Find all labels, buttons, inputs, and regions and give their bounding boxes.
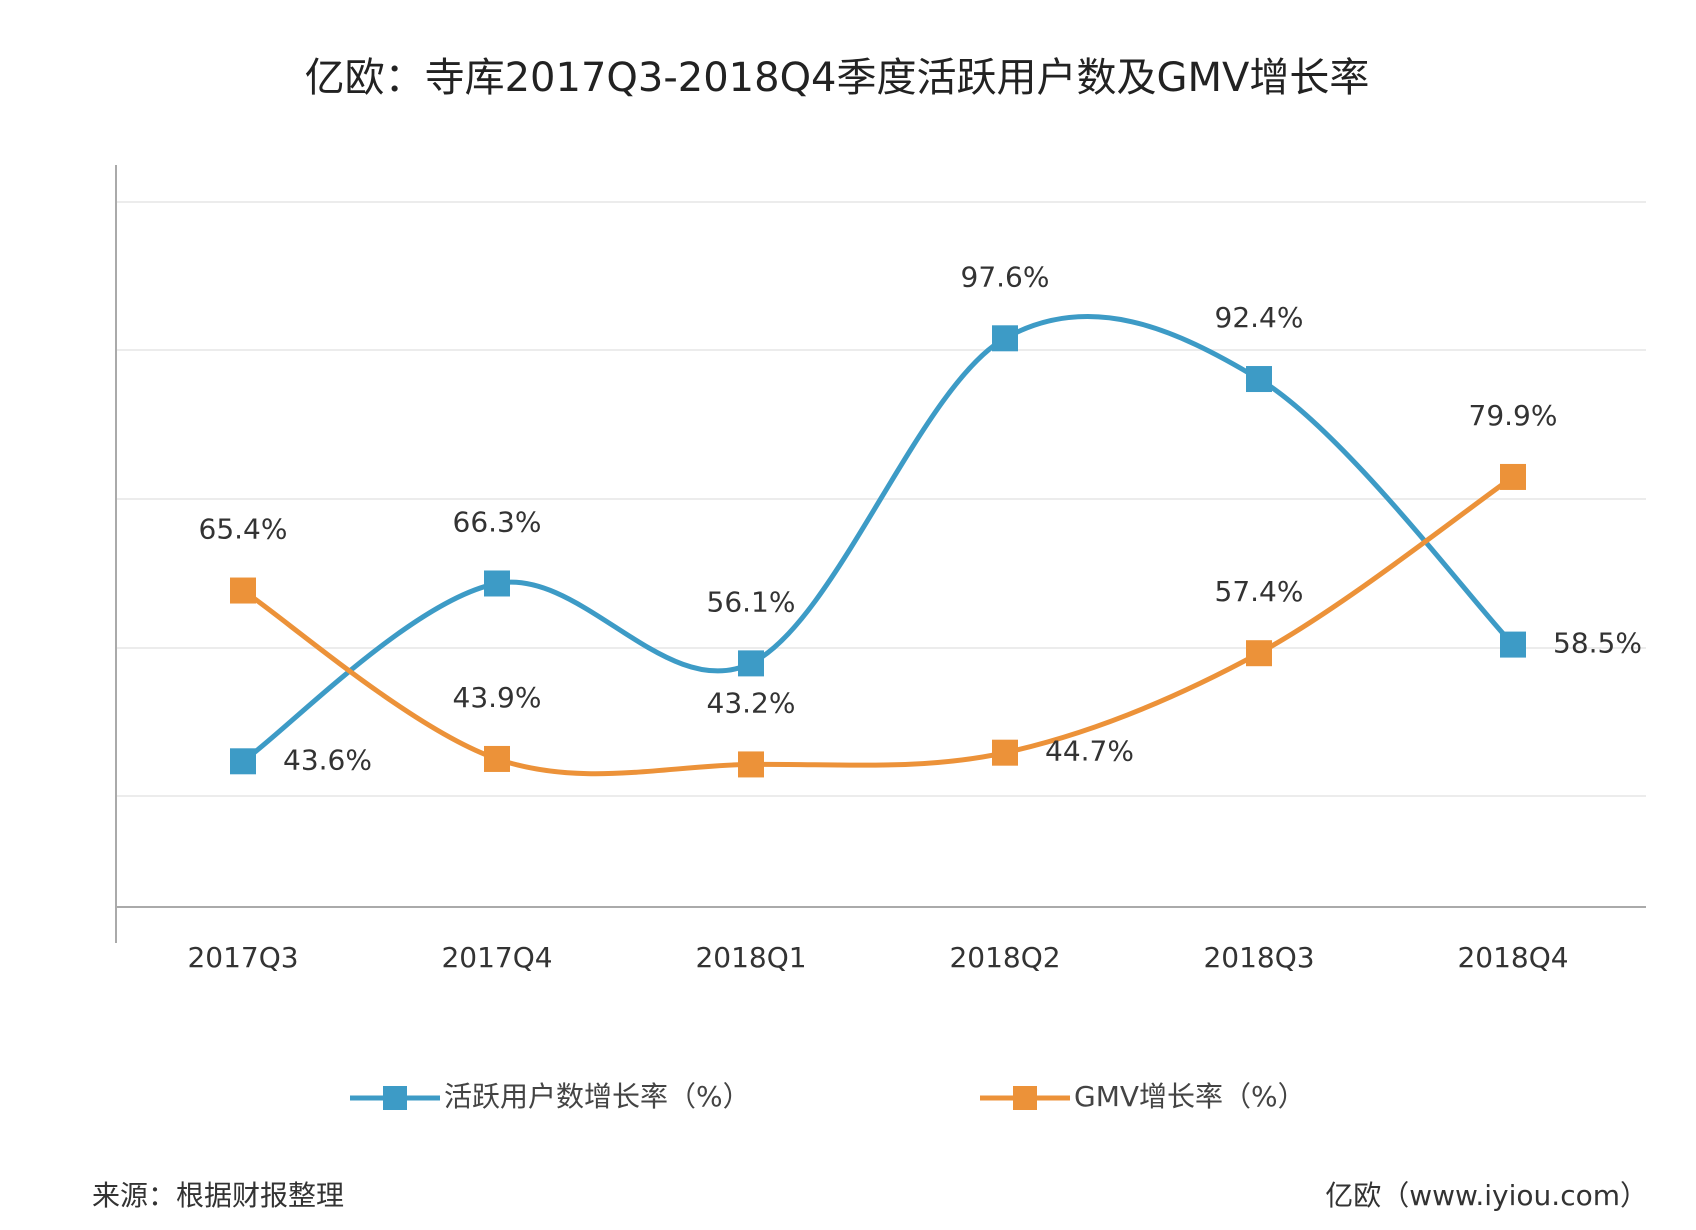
marker (1246, 640, 1272, 667)
data-label: 92.4% (1215, 301, 1304, 334)
data-label: 79.9% (1469, 399, 1558, 432)
series-line (241, 314, 1515, 764)
marker (230, 748, 256, 775)
marker (992, 739, 1018, 766)
data-label: 44.7% (1045, 735, 1134, 768)
x-tick-label: 2017Q4 (441, 941, 552, 974)
marker (738, 751, 764, 778)
legend-marker (383, 1086, 407, 1110)
marker (484, 745, 510, 772)
data-label: 43.6% (283, 743, 372, 776)
marker (484, 570, 510, 597)
data-label: 66.3% (453, 505, 542, 538)
marker (738, 650, 764, 677)
marker (1500, 631, 1526, 658)
legend-label: 活跃用户数增长率（%） (444, 1080, 751, 1113)
data-label: 56.1% (707, 585, 796, 618)
credit: 亿欧（www.iyiou.com） (1325, 1179, 1648, 1212)
x-tick-label: 2017Q3 (187, 941, 298, 974)
data-label: 43.2% (707, 686, 796, 719)
marker (1246, 366, 1272, 393)
series-line (241, 474, 1515, 777)
legend-marker (1013, 1086, 1037, 1110)
marker (992, 325, 1018, 352)
source: 来源：根据财报整理 (92, 1179, 344, 1212)
marker (1500, 463, 1526, 490)
x-tick-label: 2018Q1 (695, 941, 806, 974)
x-tick-label: 2018Q3 (1203, 941, 1314, 974)
data-label: 58.5% (1553, 627, 1642, 660)
chart-title: 亿欧：寺库2017Q3-2018Q4季度活跃用户数及GMV增长率 (305, 55, 1370, 101)
legend-label: GMV增长率（%） (1074, 1080, 1306, 1113)
data-label: 65.4% (199, 513, 288, 546)
data-label: 43.9% (453, 681, 542, 714)
x-tick-label: 2018Q2 (949, 941, 1060, 974)
x-tick-label: 2018Q4 (1457, 941, 1568, 974)
marker (230, 577, 256, 604)
data-label: 97.6% (961, 260, 1050, 293)
data-label: 57.4% (1215, 575, 1304, 608)
